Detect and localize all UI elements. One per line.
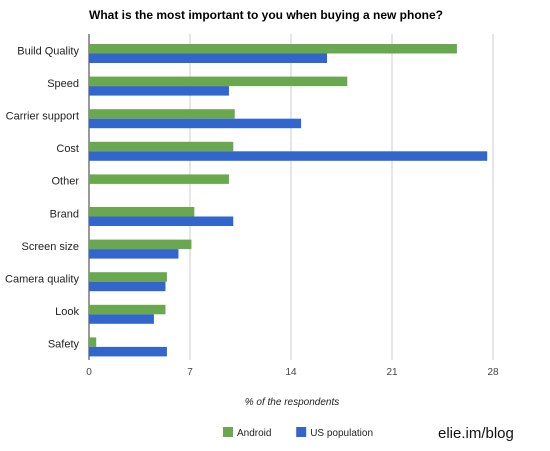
bar-us-population [89,118,302,129]
category-label: Safety [48,339,80,351]
bar-android [89,272,167,282]
bar-android [89,337,97,347]
legend-swatch [296,427,307,437]
category-label: Build Quality [17,45,79,57]
bar-us-population [89,314,154,324]
x-axis-title: % of the respondents [245,397,340,408]
bar-android [89,207,195,217]
bar-us-population [89,151,488,161]
bars [89,44,488,357]
bar-us-population [89,346,167,357]
bar-android [89,304,166,315]
bar-android [89,141,234,152]
bar-android [89,239,192,250]
bar-android [89,76,348,87]
category-label: Other [51,176,79,188]
bar-us-population [89,281,166,292]
legend: Android US population [223,427,373,439]
category-label: Camera quality [5,274,79,286]
x-tick-label: 14 [285,367,297,378]
bar-us-population [89,216,234,226]
watermark: elie.im/blog [438,425,514,442]
tick-labels: 0 7 14 21 28 [86,367,499,378]
bar-android [89,109,235,119]
x-tick-label: 21 [386,367,398,378]
x-tick-label: 0 [86,367,92,378]
category-label: Look [55,306,79,318]
bar-us-population [89,53,328,63]
bar-android [89,174,229,184]
x-tick-label: 7 [187,367,193,378]
bar-us-population [89,249,179,259]
legend-swatch [223,427,233,437]
legend-label: Android [237,428,271,439]
category-label: Cost [56,143,79,155]
bar-android [89,44,457,54]
bar-us-population [89,86,229,96]
legend-label: US population [310,428,373,439]
category-label: Carrier support [6,111,79,123]
category-label: Brand [50,208,79,220]
x-tick-label: 28 [487,367,499,378]
category-labels: Build Quality Speed Carrier support Cost Oth… [5,45,79,350]
chart-title: What is the most important to you when b… [89,8,443,22]
category-label: Screen size [22,241,79,253]
category-label: Speed [47,78,79,90]
